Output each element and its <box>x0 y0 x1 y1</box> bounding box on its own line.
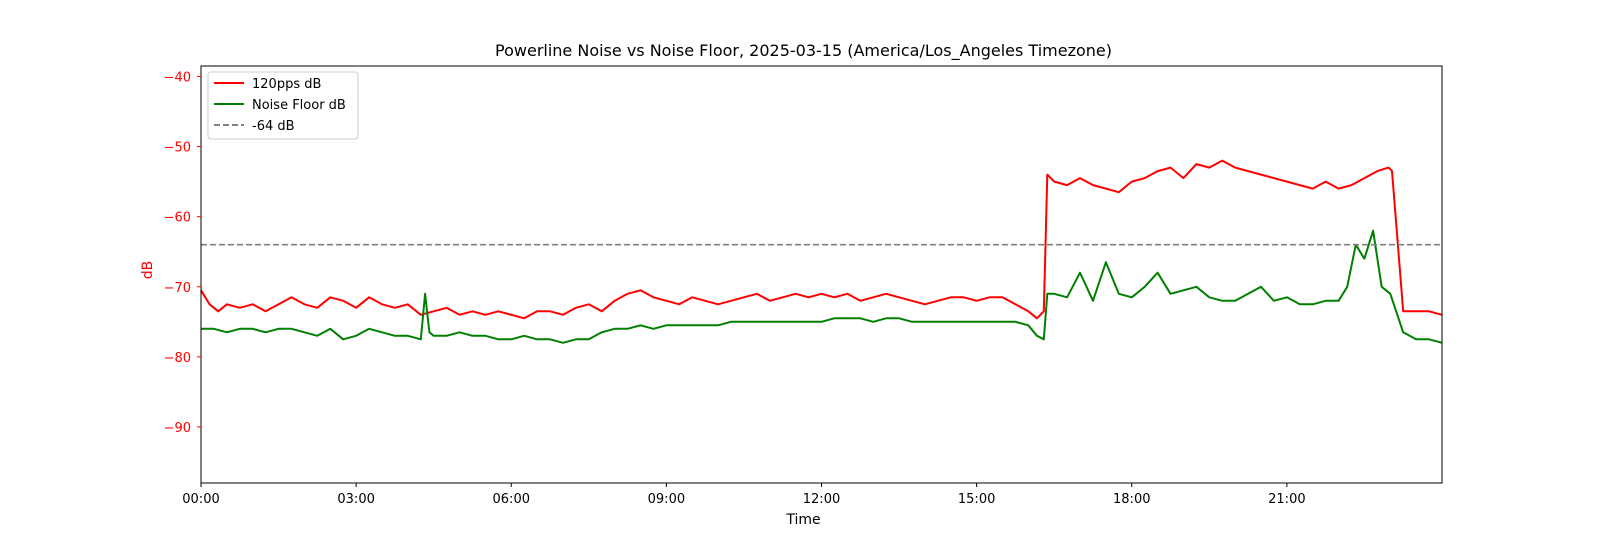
y-tick-label: −60 <box>164 211 191 226</box>
x-tick-label: 00:00 <box>182 492 219 507</box>
y-tick-label: −90 <box>164 421 191 436</box>
plot-frame <box>200 65 1443 484</box>
chart-title: Powerline Noise vs Noise Floor, 2025-03-… <box>495 41 1112 61</box>
series-line-120pps <box>200 159 1443 320</box>
x-axis-label: Time <box>785 512 820 528</box>
x-tick-label: 21:00 <box>1268 492 1305 507</box>
y-axis-label: dB <box>140 261 156 280</box>
plot-area: 00:00 03:00 06:00 09:00 12:00 15:00 18:00 21:00… <box>164 65 1443 507</box>
x-tick-label: 03:00 <box>337 492 374 507</box>
legend-label: 120pps dB <box>252 77 321 92</box>
y-tick-label: −70 <box>164 281 191 296</box>
y-tick-label: −50 <box>164 141 191 156</box>
legend-label: -64 dB <box>252 119 295 134</box>
x-tick-label: 12:00 <box>803 492 840 507</box>
x-tick-label: 15:00 <box>958 492 995 507</box>
x-tick-label: 18:00 <box>1113 492 1150 507</box>
x-tick-label: 09:00 <box>648 492 685 507</box>
legend-label: Noise Floor dB <box>252 98 346 113</box>
y-tick-label: −40 <box>164 71 191 86</box>
series-line-noise-floor <box>201 229 1443 344</box>
y-tick-label: −80 <box>164 351 191 366</box>
legend: 120pps dB Noise Floor dB -64 dB <box>207 71 359 140</box>
legend-box <box>207 71 359 140</box>
x-tick-label: 06:00 <box>493 492 530 507</box>
